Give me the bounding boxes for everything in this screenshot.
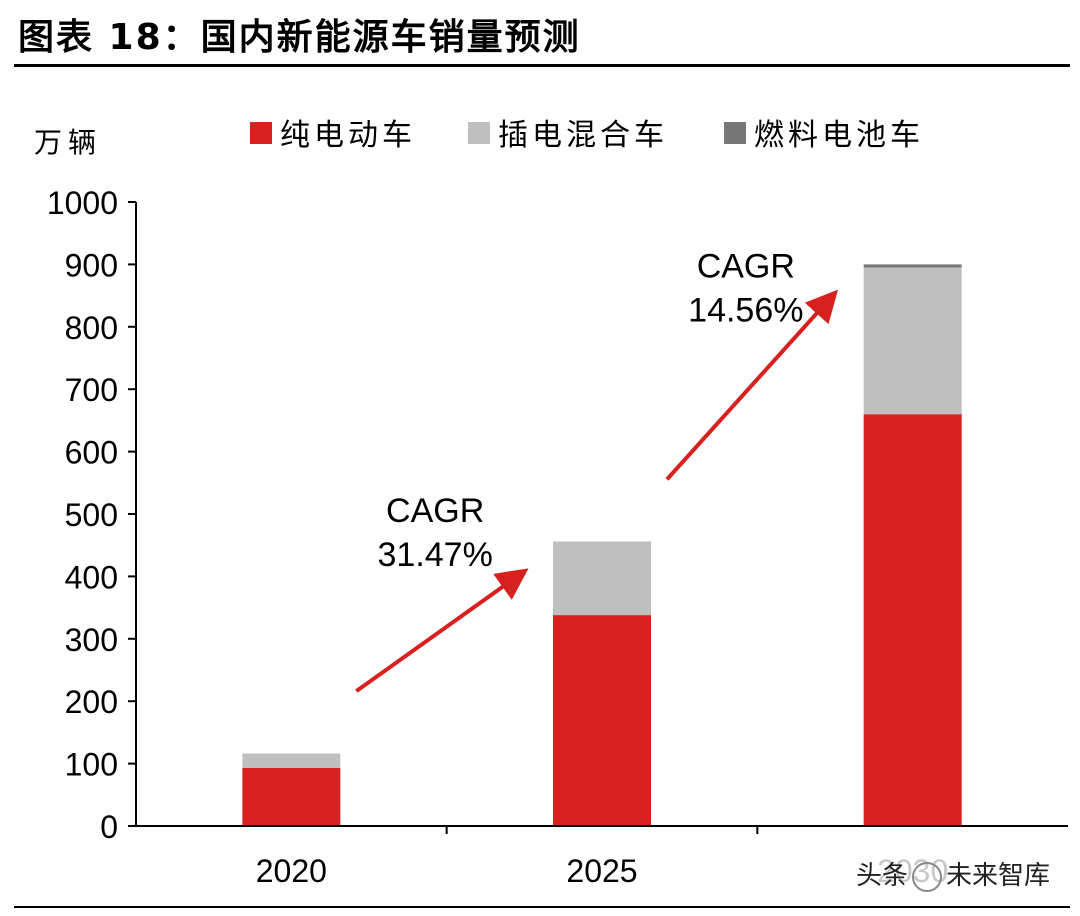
y-tick-label: 700 <box>65 372 118 408</box>
y-tick-label: 800 <box>65 310 118 346</box>
y-axis: 0 100 200 300 400 500 600 700 800 900 1000 <box>47 185 136 845</box>
bar-2025-series-1 <box>553 542 651 616</box>
x-axis: 202020252030 <box>256 853 949 889</box>
x-tick-label: 2020 <box>256 853 327 889</box>
logo-circle-icon <box>911 861 942 892</box>
watermark: 头条 未来智库 <box>851 855 1054 892</box>
legend: 纯电动车 插电混合车 燃料电池车 <box>250 119 924 152</box>
y-tick-label: 300 <box>65 622 118 658</box>
cagr-label: CAGR <box>386 492 484 530</box>
legend-swatch <box>250 122 272 144</box>
y-tick-label: 0 <box>100 809 118 845</box>
cagr-arrow <box>355 568 529 693</box>
watermark-source-label: 头条 <box>855 861 908 891</box>
y-tick-label: 500 <box>65 497 118 533</box>
bar-2030-series-0 <box>863 414 962 826</box>
watermark-account-label: 未来智库 <box>945 861 1050 891</box>
cagr-arrow <box>665 289 839 481</box>
y-tick-label: 1000 <box>47 185 118 221</box>
title-divider <box>14 64 1070 67</box>
cagr-value: 31.47% <box>378 536 493 574</box>
legend-label: 燃料电池车 <box>754 119 924 152</box>
bar-2030-series-1 <box>863 267 962 415</box>
cagr-label: CAGR <box>697 247 795 285</box>
legend-label: 纯电动车 <box>280 119 416 152</box>
legend-swatch <box>468 122 490 144</box>
axes <box>135 202 1068 834</box>
x-tick-label: 2025 <box>566 853 637 889</box>
y-tick-label: 900 <box>65 247 118 283</box>
bar-2025-series-0 <box>553 615 651 826</box>
cagr-value: 14.56% <box>688 291 803 329</box>
y-tick-label: 400 <box>65 559 118 595</box>
legend-label: 插电混合车 <box>498 119 668 152</box>
y-tick-label: 200 <box>65 684 118 720</box>
bar-series <box>242 264 962 826</box>
y-axis-label: 万辆 <box>34 127 102 158</box>
bar-2020-series-0 <box>242 767 341 826</box>
bar-2020-series-1 <box>242 753 341 768</box>
legend-swatch <box>724 122 746 144</box>
y-tick-label: 100 <box>65 747 118 783</box>
bar-2030-series-2 <box>863 264 962 268</box>
cagr-annotations: CAGR 31.47% CAGR 14.56% <box>355 247 839 693</box>
y-tick-label: 600 <box>65 435 118 471</box>
page-title: 图表 18：国内新能源车销量预测 <box>18 17 581 58</box>
bottom-divider <box>14 906 1070 908</box>
